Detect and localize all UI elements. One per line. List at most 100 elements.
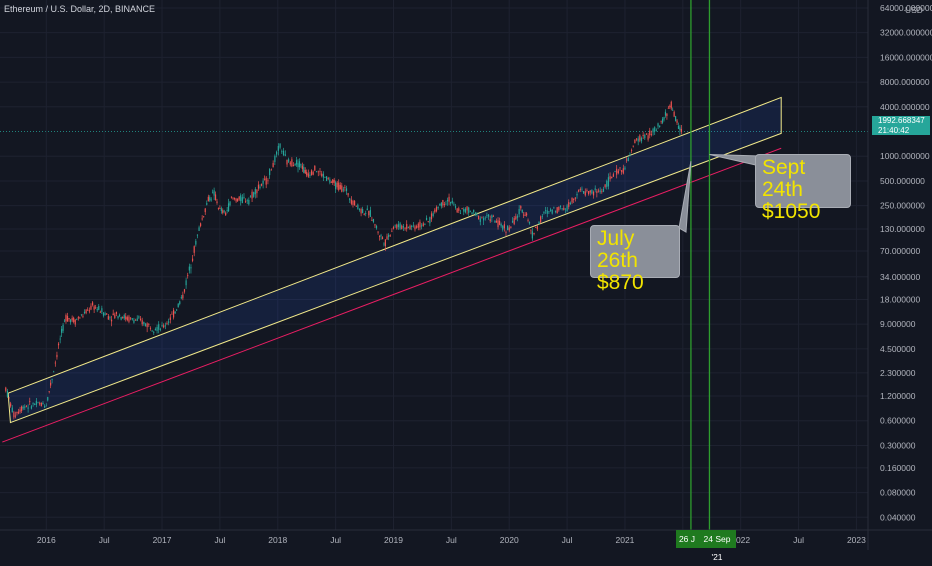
candle-body <box>21 406 23 412</box>
candle-body <box>306 172 308 176</box>
candle-body <box>478 215 480 220</box>
candle-body <box>527 219 529 221</box>
candle-body <box>77 317 79 319</box>
candle-body <box>680 128 682 132</box>
candle-body <box>474 212 476 215</box>
candle-body <box>298 161 301 168</box>
candle-body <box>487 214 490 217</box>
candle-body <box>37 402 39 404</box>
candle-body <box>166 322 168 324</box>
price-chart[interactable]: 64000.000000 32000.000000 16000.000000 8000… <box>0 0 932 550</box>
candle-body <box>329 179 331 183</box>
candle-body <box>669 106 671 107</box>
callout-sept[interactable]: Sept 24th $1050 <box>755 154 851 223</box>
candle-body <box>679 127 681 131</box>
x-tick-label: Jul <box>793 535 804 545</box>
candle-body <box>439 204 441 206</box>
callout-july[interactable]: July 26th $870 <box>590 225 680 294</box>
candle-body <box>622 168 624 174</box>
candle-body <box>677 125 680 129</box>
candle-body <box>59 338 61 340</box>
candle-body <box>339 184 341 190</box>
x-tick-label: 2023 <box>847 535 866 545</box>
candle-body <box>344 187 346 188</box>
candle-body <box>579 189 581 190</box>
candle-body <box>554 211 557 212</box>
candle-body <box>83 311 86 314</box>
x-tick-label: 2016 <box>37 535 56 545</box>
channel-band <box>7 96 782 424</box>
callout-july-pointer <box>678 161 692 233</box>
candle-body <box>249 196 252 198</box>
candle-body <box>358 208 361 210</box>
candle-body <box>606 180 608 187</box>
candle-body <box>14 415 17 417</box>
candle-body <box>454 206 457 208</box>
candle-body <box>434 209 436 213</box>
candle-body <box>143 321 145 325</box>
callout-sept-pointer <box>709 153 761 167</box>
candle-body <box>151 330 153 332</box>
y-tick-label: 32000.000000 <box>880 28 932 38</box>
candle-body <box>599 190 601 193</box>
candle-body <box>546 210 548 214</box>
candle-body <box>34 403 36 405</box>
callout-sept-date: Sept 24th <box>762 156 806 201</box>
candle-body <box>240 195 242 202</box>
candle-body <box>195 240 197 245</box>
y-tick-label: 1.200000 <box>880 391 916 401</box>
candle-body <box>381 237 384 240</box>
candle-body <box>333 179 335 183</box>
candle-body <box>445 203 447 205</box>
candle-body <box>670 101 672 109</box>
candle-body <box>461 208 463 209</box>
candle-body <box>458 208 460 211</box>
y-tick-label: 18.000000 <box>880 294 920 304</box>
candle-body <box>624 167 626 170</box>
candle-body <box>134 319 137 321</box>
candle-body <box>388 234 390 238</box>
y-tick-label: 500.000000 <box>880 176 925 186</box>
candle-body <box>109 317 111 319</box>
candle-body <box>574 197 576 199</box>
candle-body <box>352 200 354 205</box>
candle-body <box>429 217 431 224</box>
candle-body <box>573 198 575 201</box>
y-tick-label: 2.300000 <box>880 368 916 378</box>
candle-body <box>558 206 560 211</box>
candle-body <box>294 164 296 166</box>
candle-body <box>666 113 668 117</box>
candle-body <box>471 212 473 215</box>
candle-body <box>466 206 468 211</box>
candle-body <box>13 412 15 418</box>
candle-body <box>503 224 505 229</box>
candle-body <box>321 173 323 177</box>
x-tick-label: Jul <box>214 535 225 545</box>
candle-body <box>63 320 66 322</box>
y-tick-label: 0.080000 <box>880 488 916 498</box>
candle-body <box>354 200 356 206</box>
candle-body <box>332 179 334 183</box>
candle-body <box>459 213 462 214</box>
candle-body <box>279 143 281 148</box>
candle-body <box>210 199 212 201</box>
candle-body <box>241 197 243 203</box>
candle-body <box>11 407 13 413</box>
candle-body <box>177 303 179 308</box>
candle-body <box>71 317 73 321</box>
candle-body <box>611 176 613 179</box>
candle-body <box>667 107 669 109</box>
candle-body <box>138 316 140 318</box>
candle-body <box>645 133 648 135</box>
candle-body <box>422 223 424 226</box>
candle-body <box>168 321 170 323</box>
candle-body <box>295 160 298 165</box>
candle-body <box>214 194 217 201</box>
candle-body <box>407 226 409 228</box>
candle-body <box>409 225 411 230</box>
candle-body <box>66 316 69 322</box>
candle-body <box>19 409 21 412</box>
time-axis: 2016 Jul 2017 Jul 2018 Jul 2019 Jul 2020 Jul 2021 J… <box>0 529 932 545</box>
callout-july-price: $870 <box>597 271 644 294</box>
candle-body <box>164 325 166 327</box>
